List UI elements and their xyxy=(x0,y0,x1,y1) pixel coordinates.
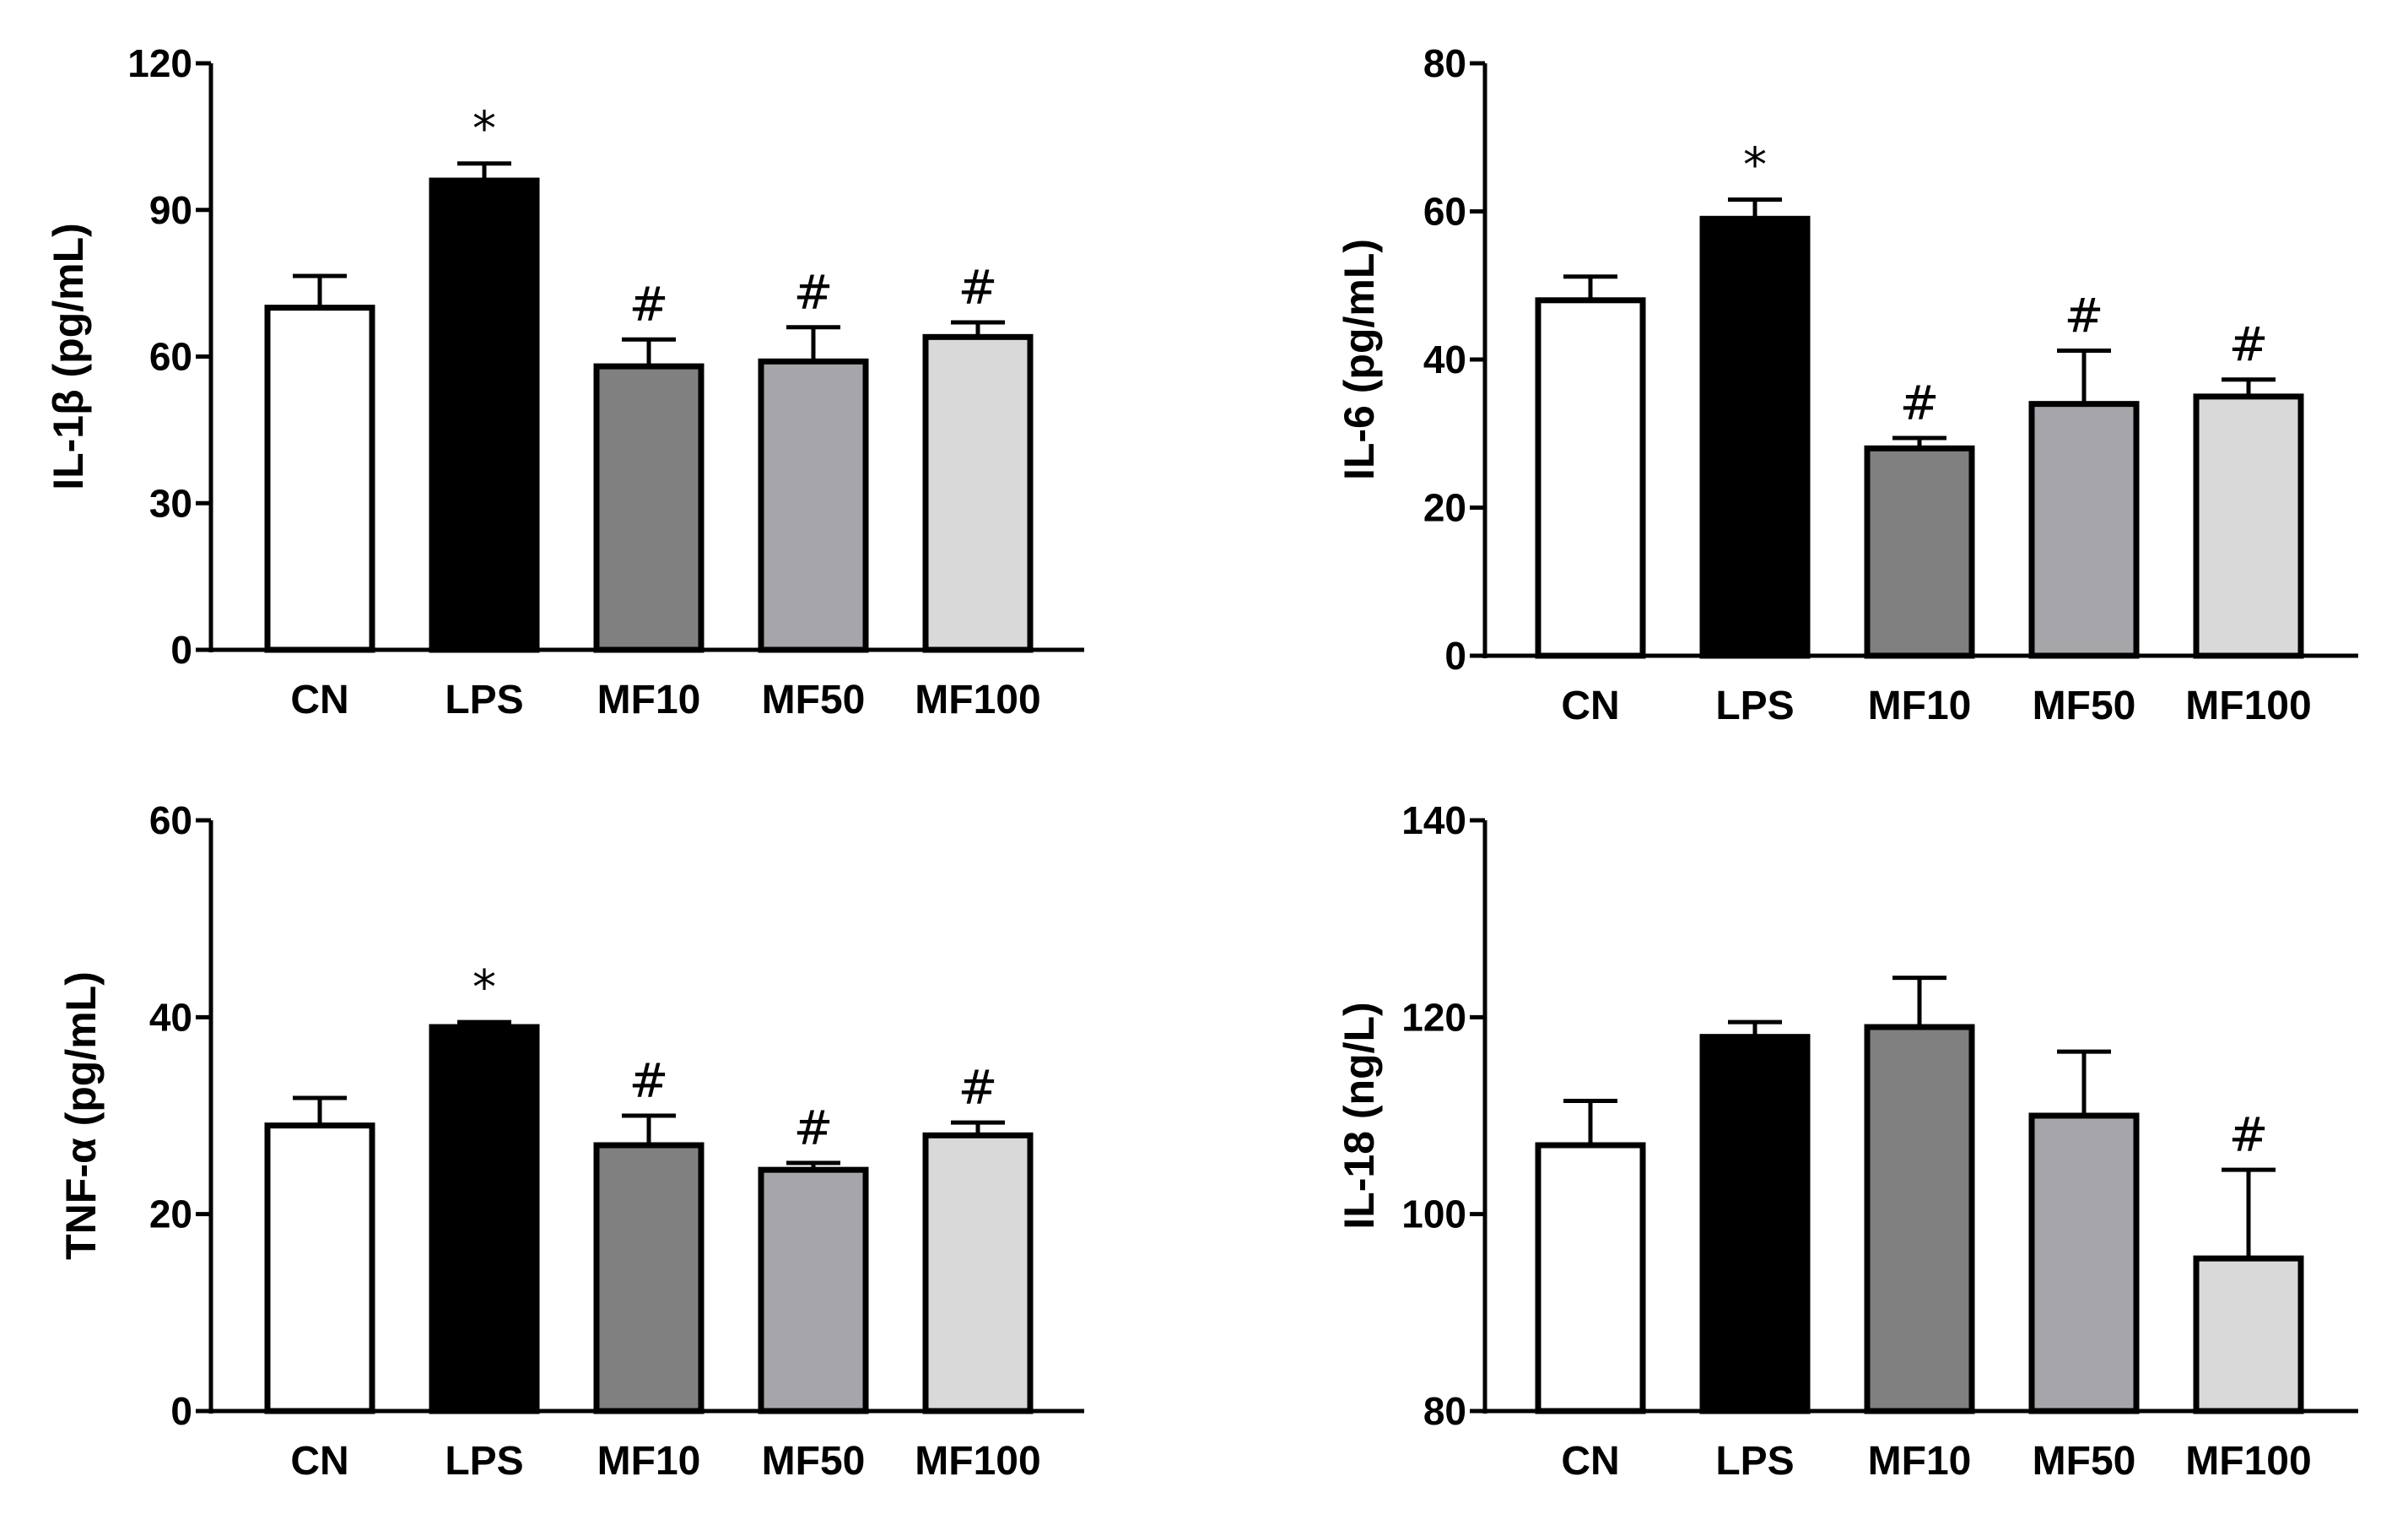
panel-tnfa: CN * LPS # MF10 # MF50 # MF100 0 20 40 60 TNF-α (pg/m… xyxy=(57,798,1084,1484)
y-tick-label: 30 xyxy=(149,481,192,525)
x-tick-label: MF100 xyxy=(915,1439,1040,1484)
bar-mf50 xyxy=(2028,401,2140,659)
bar-lps xyxy=(1699,1034,1811,1414)
x-tick-label: MF10 xyxy=(1868,684,1972,728)
significance-mark: # xyxy=(629,1054,669,1109)
bar-mf50 xyxy=(758,358,869,653)
significance-mark: # xyxy=(794,1101,834,1156)
y-tick-label: 80 xyxy=(1423,41,1466,85)
y-tick-label: 60 xyxy=(149,335,192,379)
y-tick-label: 140 xyxy=(1401,798,1466,842)
x-tick-label: CN xyxy=(1561,1439,1619,1484)
bar-mf10 xyxy=(593,1142,705,1414)
significance-mark: # xyxy=(958,261,998,316)
y-axis-title: IL-18 (ng/L) xyxy=(1336,1002,1383,1229)
significance-mark: * xyxy=(1743,138,1767,192)
bar-lps xyxy=(1699,215,1811,659)
bar-mf50 xyxy=(2028,1112,2140,1414)
x-tick-label: MF100 xyxy=(2185,1439,2311,1484)
significance-mark: * xyxy=(472,102,496,157)
significance-mark: # xyxy=(794,266,834,321)
bar-mf10 xyxy=(1864,1024,1975,1414)
x-tick-label: MF10 xyxy=(597,1439,701,1484)
x-tick-label: MF50 xyxy=(2033,684,2136,728)
y-tick-label: 20 xyxy=(149,1192,192,1236)
x-tick-label: MF50 xyxy=(762,1439,866,1484)
y-tick-label: 80 xyxy=(1423,1389,1466,1433)
y-tick-label: 60 xyxy=(1423,190,1466,234)
bar-mf10 xyxy=(593,363,705,653)
x-tick-label: MF10 xyxy=(597,678,701,722)
y-tick-label: 60 xyxy=(149,798,192,842)
significance-mark: # xyxy=(958,1061,998,1116)
x-tick-label: CN xyxy=(1561,684,1619,728)
x-tick-label: LPS xyxy=(1715,684,1794,728)
bar-mf100 xyxy=(922,333,1034,653)
significance-mark: * xyxy=(472,960,496,1015)
bar-lps xyxy=(429,177,540,653)
x-tick-label: MF100 xyxy=(2185,684,2311,728)
panel-il1b: CN * LPS # MF10 # MF50 # MF100 0 30 60 90 120 IL-1β (p… xyxy=(45,41,1084,722)
bar-mf100 xyxy=(2193,1255,2304,1414)
y-tick-label: 0 xyxy=(170,1389,192,1433)
x-tick-label: LPS xyxy=(445,1439,523,1484)
y-tick-label: 40 xyxy=(1423,338,1466,381)
y-tick-label: 90 xyxy=(149,188,192,232)
y-tick-label: 0 xyxy=(1444,634,1466,678)
bar-mf50 xyxy=(758,1166,869,1414)
bar-mf100 xyxy=(2193,393,2304,659)
significance-mark: # xyxy=(2065,289,2104,343)
panel-il18: CN LPS MF10 MF50 # MF100 80 100 120 140 IL-18 (ng/… xyxy=(1336,798,2358,1484)
bar-cn xyxy=(264,305,375,653)
y-tick-label: 100 xyxy=(1401,1192,1466,1236)
x-tick-label: MF50 xyxy=(762,678,866,722)
y-tick-label: 20 xyxy=(1423,486,1466,530)
y-tick-label: 0 xyxy=(170,628,192,672)
bar-cn xyxy=(264,1122,375,1414)
x-tick-label: LPS xyxy=(1715,1439,1794,1484)
y-axis-title: IL-1β (pg/mL) xyxy=(45,223,92,490)
y-tick-label: 120 xyxy=(127,41,192,85)
x-tick-label: CN xyxy=(290,678,348,722)
panel-il6: CN * LPS # MF10 # MF50 # MF100 0 20 40 60 80 IL-6 (pg/… xyxy=(1336,41,2358,728)
significance-mark: # xyxy=(629,278,669,333)
bar-mf10 xyxy=(1864,445,1975,659)
bar-lps xyxy=(429,1024,540,1414)
y-axis-title: TNF-α (pg/mL) xyxy=(57,971,105,1260)
bar-cn xyxy=(1535,297,1646,659)
y-axis-title: IL-6 (pg/mL) xyxy=(1336,239,1383,480)
y-tick-label: 120 xyxy=(1401,995,1466,1039)
bar-cn xyxy=(1535,1142,1646,1414)
significance-mark: # xyxy=(1900,376,1940,431)
x-tick-label: LPS xyxy=(445,678,523,722)
x-tick-label: CN xyxy=(290,1439,348,1484)
significance-mark: # xyxy=(2229,1108,2269,1163)
bar-mf100 xyxy=(922,1132,1034,1414)
x-tick-label: MF10 xyxy=(1868,1439,1972,1484)
y-tick-label: 40 xyxy=(149,995,192,1039)
x-tick-label: MF100 xyxy=(915,678,1040,722)
x-tick-label: MF50 xyxy=(2033,1439,2136,1484)
significance-mark: # xyxy=(2229,318,2269,373)
